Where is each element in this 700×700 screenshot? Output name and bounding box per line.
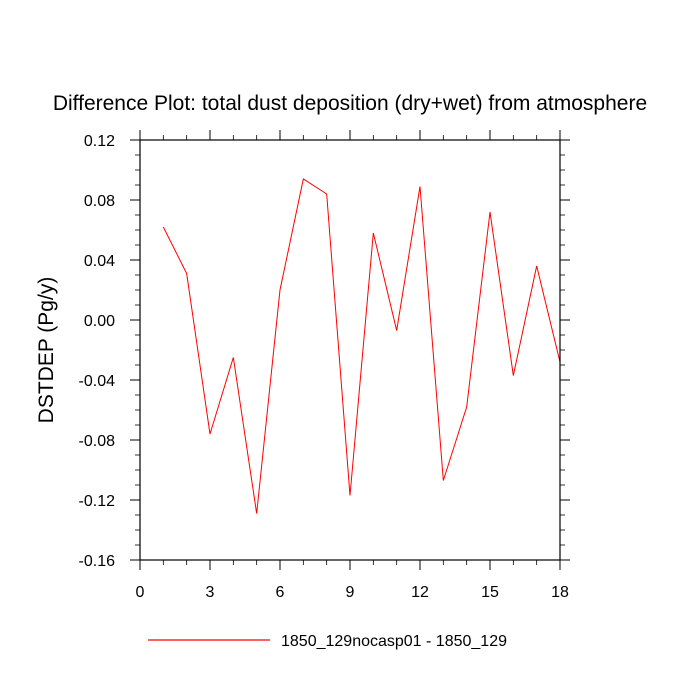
y-tick-label: 0.00 — [84, 313, 115, 330]
x-tick-label: 0 — [136, 584, 145, 601]
x-tick-label: 9 — [346, 584, 355, 601]
legend: 1850_129nocasp01 - 1850_129 — [148, 633, 507, 650]
x-tick-label: 3 — [206, 584, 215, 601]
y-axis-label: DSTDEP (Pg/y) — [35, 277, 58, 424]
plot-series — [162, 178, 561, 514]
series-line — [162, 178, 561, 514]
legend-series-label: 1850_129nocasp01 - 1850_129 — [281, 633, 507, 650]
y-tick-label: -0.04 — [79, 373, 116, 390]
x-tick-label: 18 — [551, 584, 569, 601]
axis-tick-labels: 0 3 6 9 12 15 18 -0.16 -0.12 -0.08 -0.04 0.00 0.04 0.… — [79, 133, 569, 601]
y-tick-label: -0.08 — [79, 433, 116, 450]
y-tick-label: -0.12 — [79, 493, 116, 510]
x-tick-label: 6 — [276, 584, 285, 601]
plot-frame — [139, 139, 561, 561]
chart-title: Difference Plot: total dust deposition (… — [53, 92, 647, 115]
x-tick-label: 15 — [481, 584, 499, 601]
x-tick-label: 12 — [411, 584, 429, 601]
y-tick-label: 0.04 — [84, 253, 115, 270]
y-tick-label: 0.08 — [84, 193, 115, 210]
axis-ticks — [130, 130, 570, 570]
y-tick-label: -0.16 — [79, 553, 116, 570]
y-tick-label: 0.12 — [84, 133, 115, 150]
